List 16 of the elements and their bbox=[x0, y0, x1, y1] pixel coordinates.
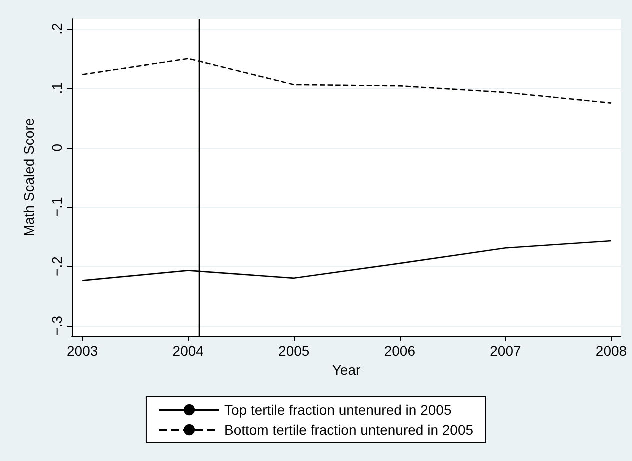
x-axis-title: Year bbox=[332, 362, 361, 378]
x-tick-label: 2005 bbox=[278, 343, 310, 359]
y-tick-label: .2 bbox=[49, 23, 65, 35]
x-tick-label: 2007 bbox=[490, 343, 522, 359]
x-tick-label: 2006 bbox=[384, 343, 416, 359]
x-tick-label: 2003 bbox=[67, 343, 98, 359]
legend-label: Bottom tertile fraction untenured in 2005 bbox=[224, 422, 474, 438]
y-tick-label: −.3 bbox=[49, 316, 65, 336]
x-tick-label: 2008 bbox=[596, 343, 628, 359]
y-tick-label: −.1 bbox=[49, 197, 65, 218]
y-tick-label: 0 bbox=[49, 144, 65, 152]
x-tick-label: 2004 bbox=[172, 343, 204, 359]
y-axis-title: Math Scaled Score bbox=[21, 118, 37, 237]
legend-label: Top tertile fraction untenured in 2005 bbox=[224, 402, 452, 418]
y-tick-label: −.2 bbox=[49, 256, 65, 276]
y-tick-label: .1 bbox=[49, 82, 65, 94]
